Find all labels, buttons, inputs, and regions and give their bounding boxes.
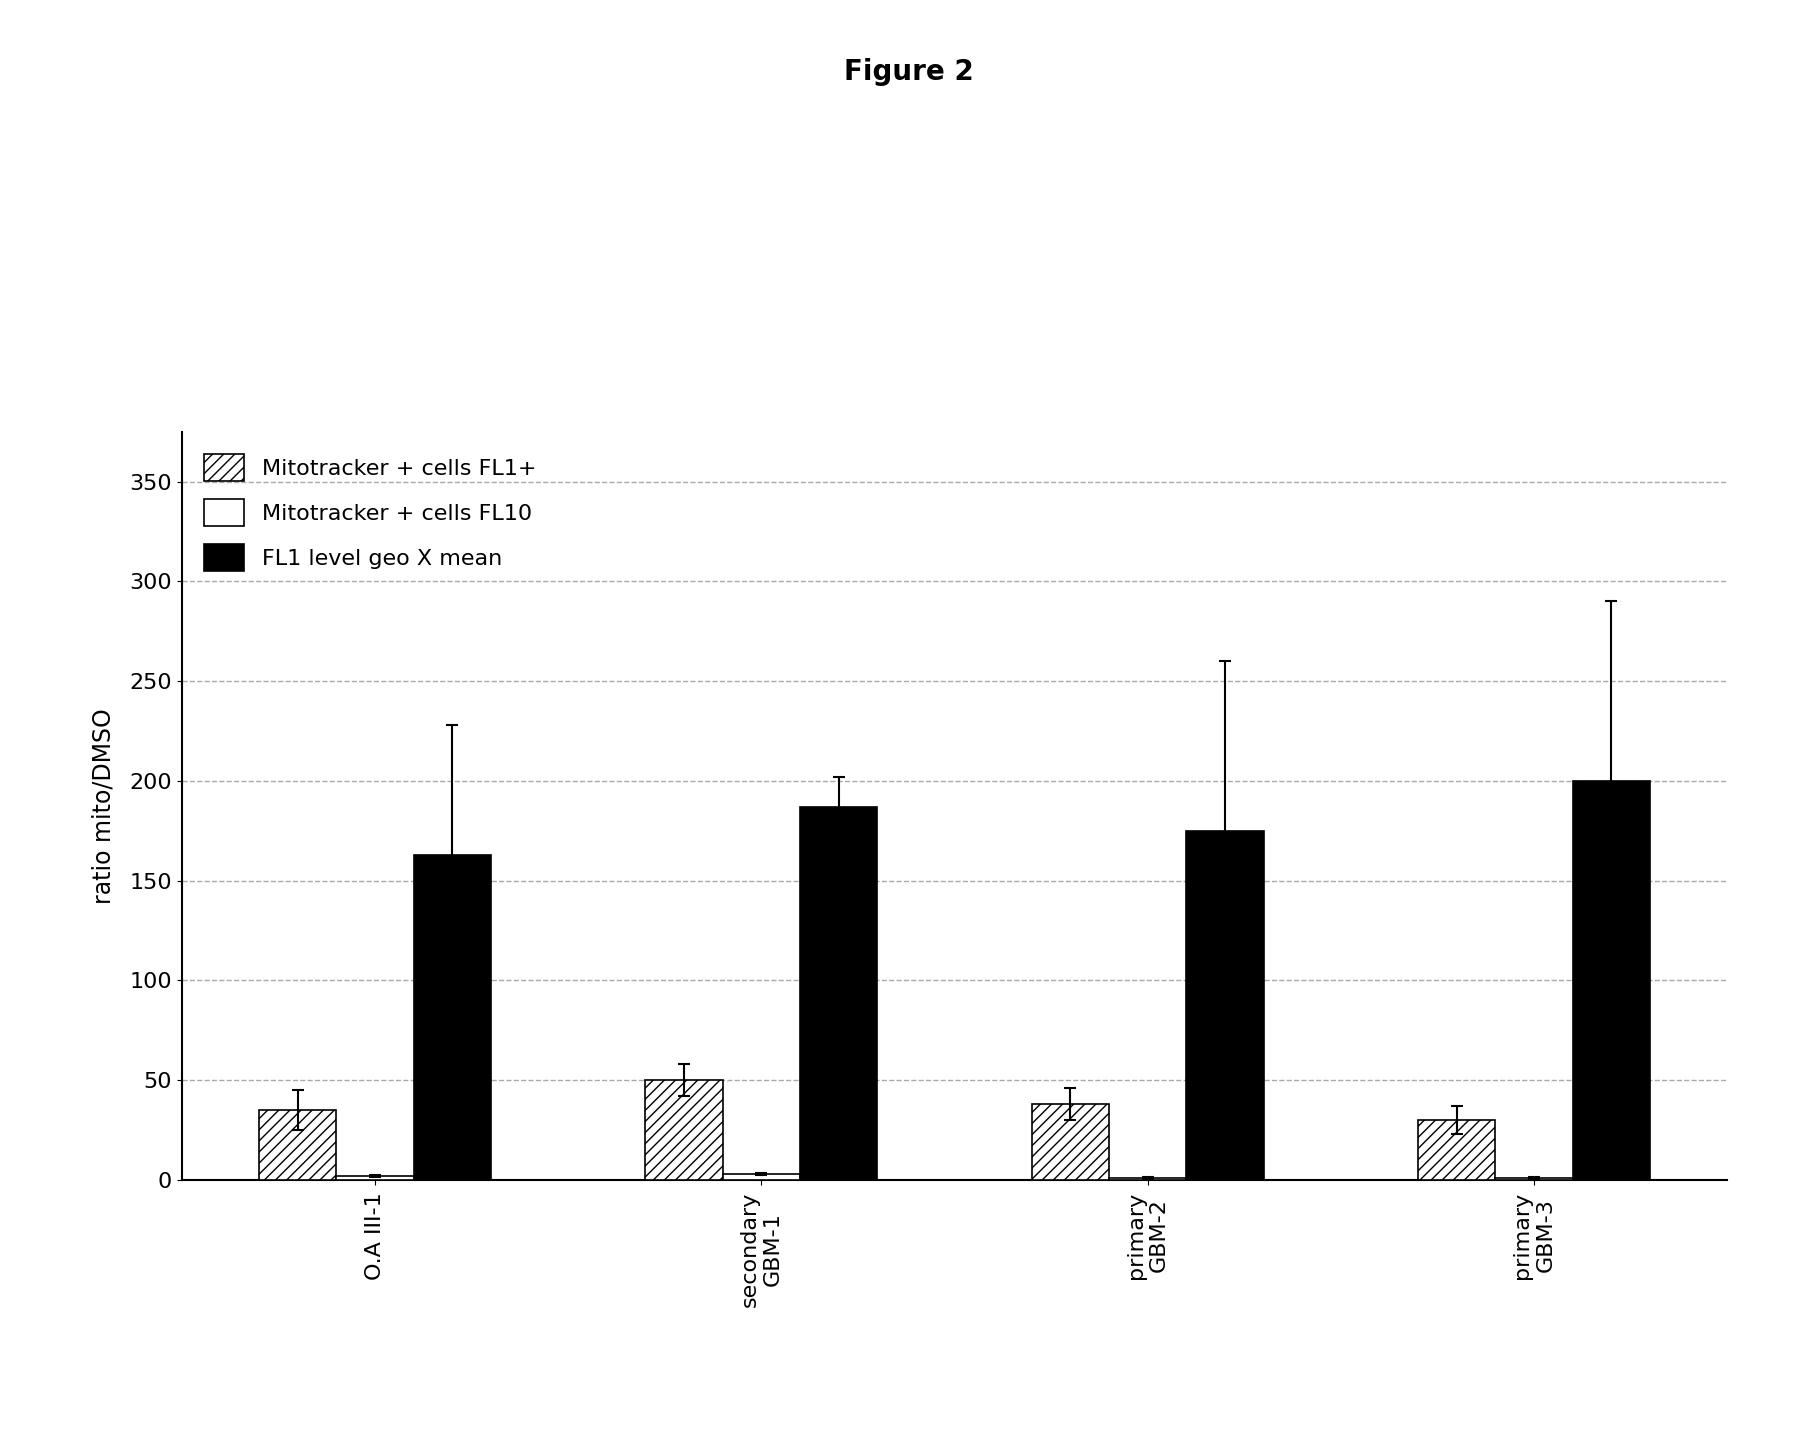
Text: Figure 2: Figure 2 bbox=[844, 58, 974, 85]
Bar bbox=[413, 855, 491, 1180]
Legend: Mitotracker + cells FL1+, Mitotracker + cells FL10, FL1 level geo X mean: Mitotracker + cells FL1+, Mitotracker + … bbox=[193, 443, 547, 581]
Bar bbox=[1185, 830, 1264, 1180]
Bar bbox=[1418, 1120, 1494, 1180]
Bar bbox=[1109, 1179, 1187, 1180]
Bar bbox=[800, 807, 876, 1180]
Bar bbox=[258, 1109, 336, 1180]
Bar bbox=[1573, 781, 1651, 1180]
Bar bbox=[336, 1176, 413, 1180]
Bar bbox=[1031, 1104, 1109, 1180]
Bar bbox=[722, 1174, 800, 1180]
Bar bbox=[645, 1081, 722, 1180]
Bar bbox=[1494, 1179, 1573, 1180]
Y-axis label: ratio mito/DMSO: ratio mito/DMSO bbox=[91, 708, 116, 904]
